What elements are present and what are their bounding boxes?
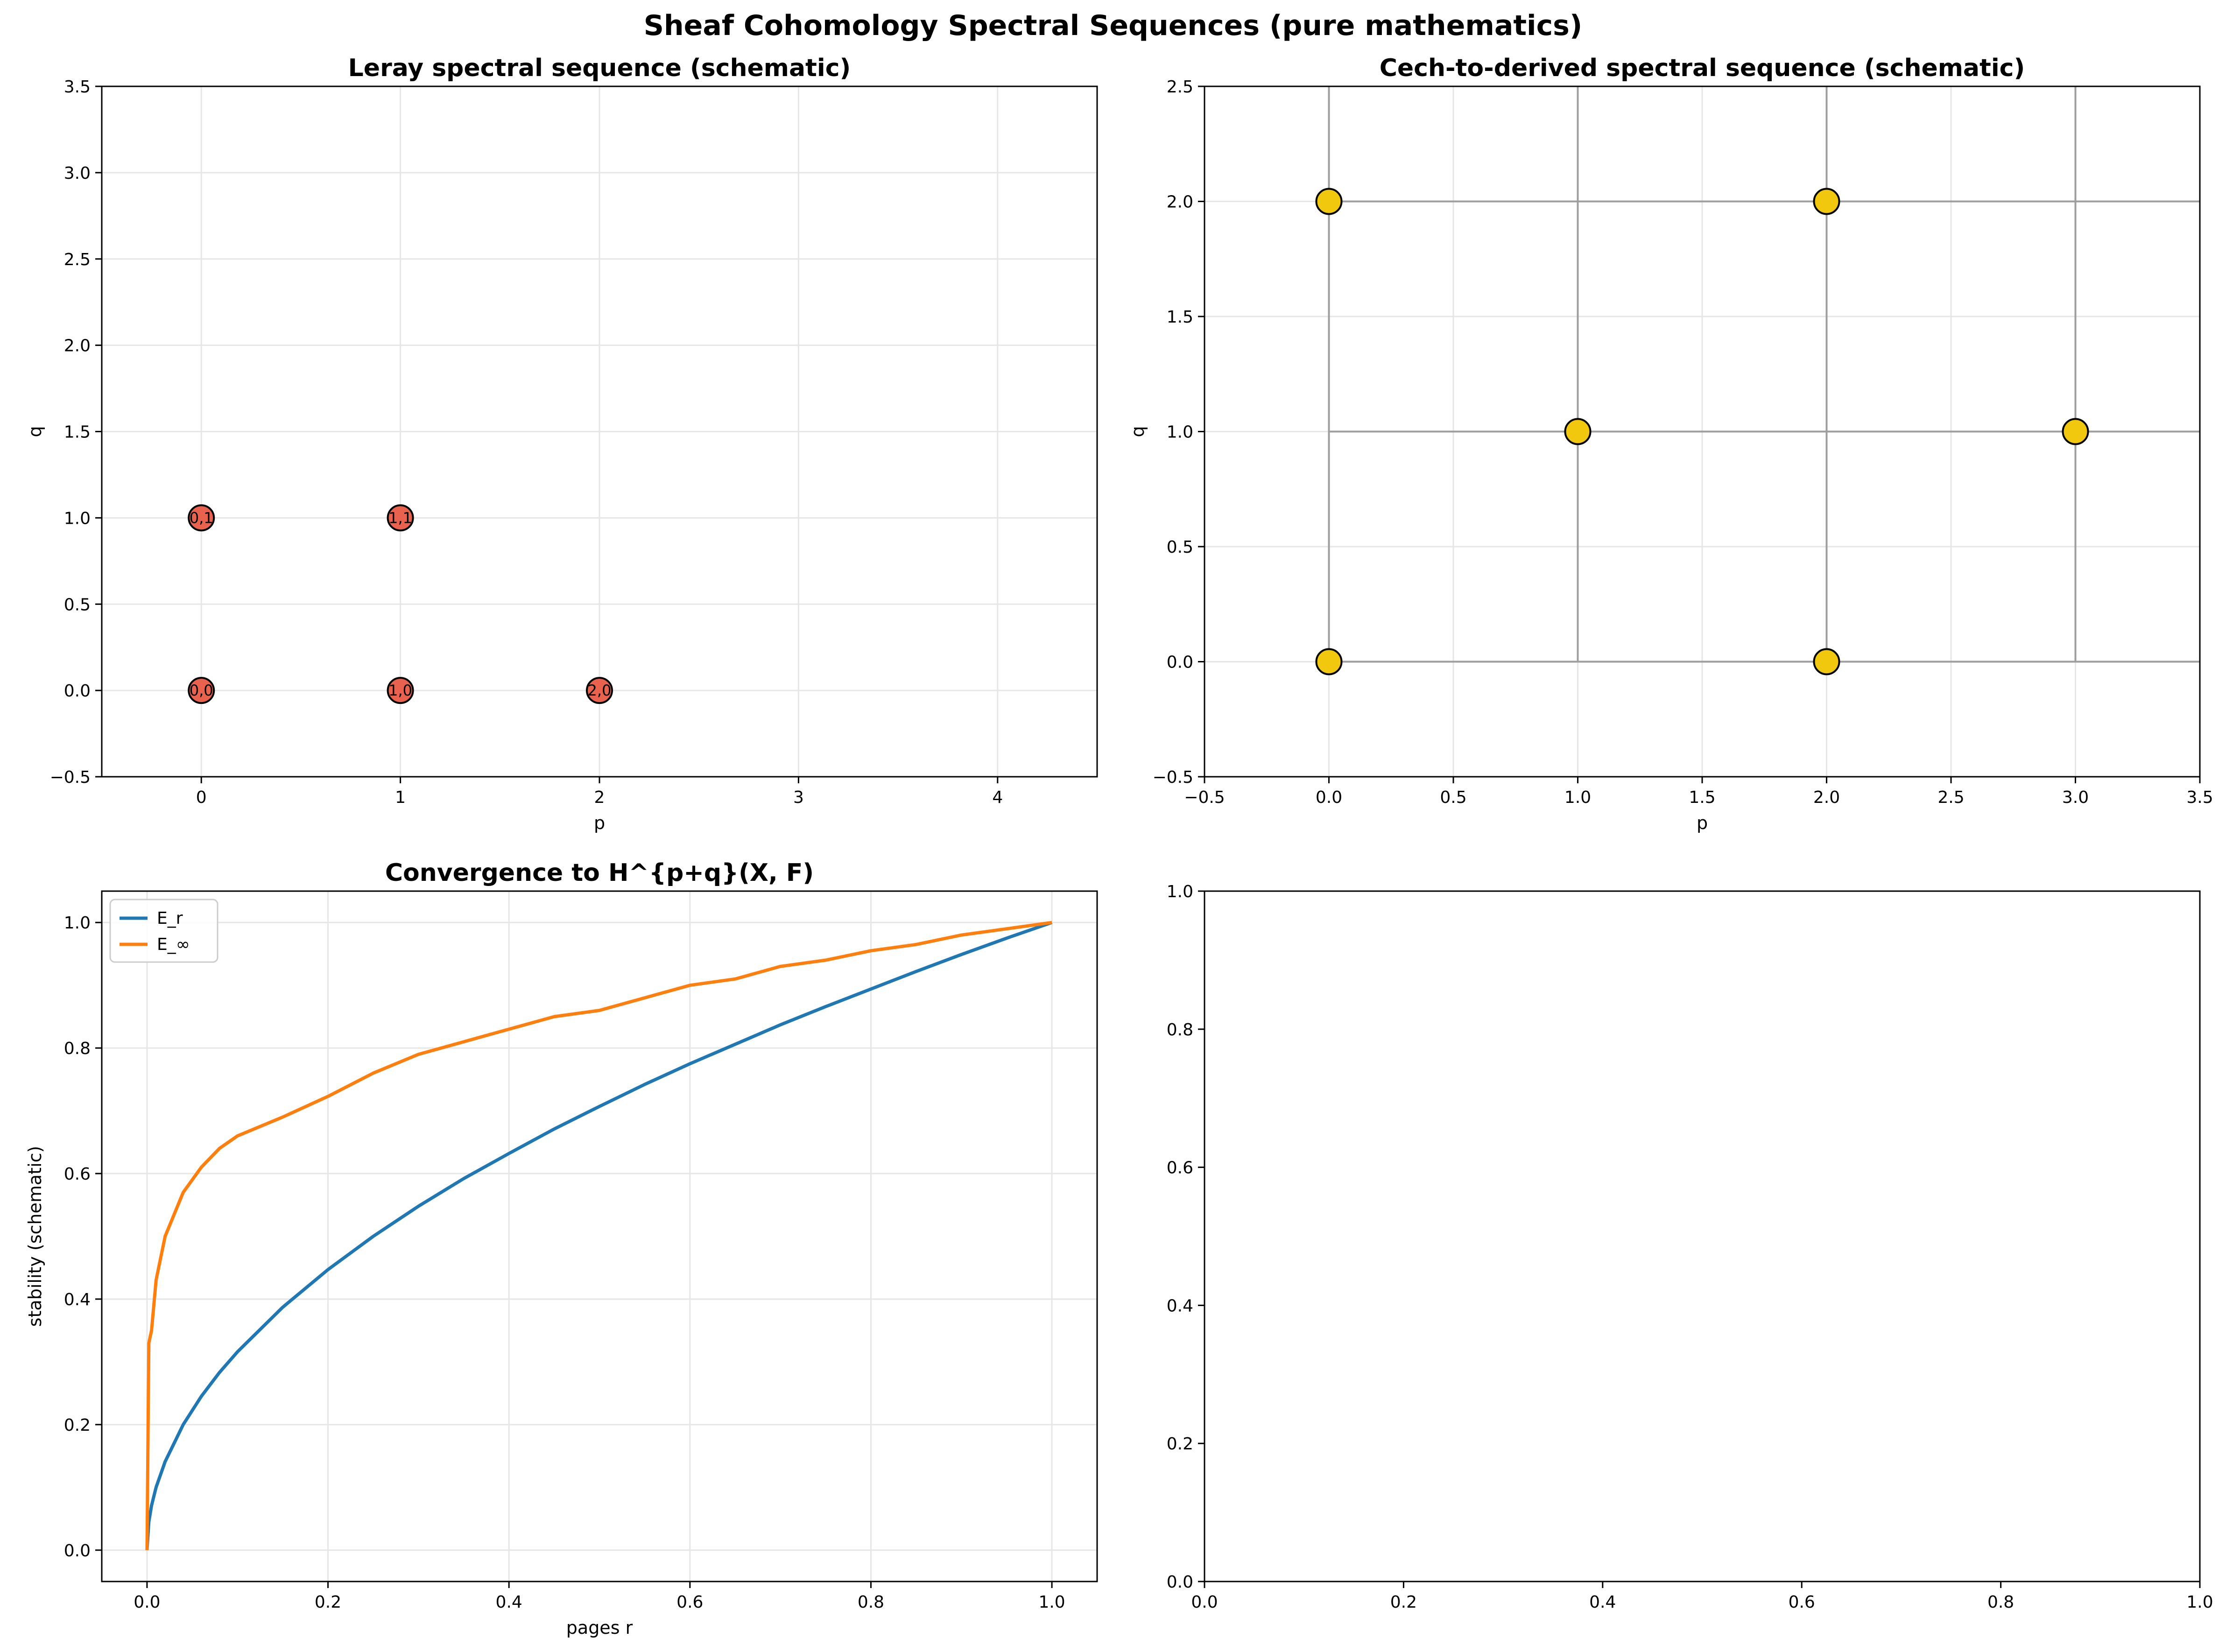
panel-title: Leray spectral sequence (schematic) <box>348 54 851 82</box>
x-tick-label: 2.0 <box>1813 788 1840 807</box>
data-point <box>188 504 215 532</box>
y-tick-label: 1.0 <box>64 509 91 528</box>
data-point <box>1564 418 1592 445</box>
axes-frame <box>101 890 1098 1582</box>
data-point <box>586 677 613 704</box>
y-tick-label: 0.0 <box>64 682 91 701</box>
legend-box <box>109 899 218 963</box>
x-tick-label: 3.0 <box>2062 788 2089 807</box>
y-axis-label: q <box>25 426 45 437</box>
data-point <box>2062 418 2089 445</box>
legend: E_r E_∞ <box>109 899 218 963</box>
y-tick-label: 0.2 <box>64 1416 91 1435</box>
y-tick-label: 0.5 <box>64 595 91 614</box>
y-axis-label: stability (schematic) <box>25 1146 45 1327</box>
series-line-1 <box>145 921 1053 1551</box>
x-tick-label: 0.8 <box>1987 1593 2014 1612</box>
axes-frame <box>1204 890 2201 1582</box>
x-tick-label: 2 <box>594 788 605 807</box>
y-tick-label: 0.0 <box>1167 653 1193 672</box>
panel-4: 0.0 0.2 0.4 0.6 0.8 1.0 0.0 0.2 0.4 0.6 0.8 1.0 <box>1167 882 2213 1612</box>
y-tick-label: 2.5 <box>1167 77 1193 97</box>
y-tick-label: 0.0 <box>1167 1573 1193 1592</box>
panel-title: Convergence to H^{p+q}(X, F) <box>385 859 814 887</box>
plot-area <box>1315 86 2200 675</box>
data-point <box>1813 188 1840 215</box>
figure-suptitle: Sheaf Cohomology Spectral Sequences (pur… <box>644 9 1583 42</box>
y-tick-label: 0.8 <box>1167 1020 1193 1040</box>
x-tick-label: 4 <box>992 788 1003 807</box>
x-tick-label: 2.5 <box>1937 788 1964 807</box>
x-tick-label: 3 <box>793 788 804 807</box>
panel-title: Cech-to-derived spectral sequence (schem… <box>1380 54 2025 82</box>
point-label: 0,1 <box>190 509 213 527</box>
y-tick-label: 0.2 <box>1167 1434 1193 1454</box>
x-tick-label: −0.5 <box>1184 788 1225 807</box>
data-point <box>1813 648 1840 675</box>
x-tick-label: 0.6 <box>676 1593 703 1612</box>
data-point <box>188 677 215 704</box>
x-tick-label: 3.5 <box>2186 788 2213 807</box>
x-tick-label: 1 <box>395 788 406 807</box>
y-tick-label: 3.0 <box>64 164 91 183</box>
y-tick-label: 2.0 <box>64 337 91 356</box>
legend-entry: E_∞ <box>157 935 190 954</box>
x-tick-label: 1.5 <box>1689 788 1715 807</box>
y-tick-label: 0.4 <box>1167 1296 1193 1315</box>
panel-3: 0.0 0.2 0.4 0.6 0.8 1.0 0.0 0.2 0.4 0.6 0.8 1.0 Conv… <box>25 859 1098 1638</box>
x-tick-label: 0.0 <box>1191 1593 1218 1612</box>
y-tick-label: 0.6 <box>1167 1159 1193 1178</box>
point-label: 1,1 <box>388 509 412 527</box>
point-label: 1,0 <box>388 682 412 699</box>
data-point <box>1315 648 1343 675</box>
point-label: 2,0 <box>588 682 612 699</box>
y-tick-label: 0.0 <box>64 1541 91 1561</box>
x-axis-label: p <box>1697 813 1708 833</box>
y-tick-label: 1.5 <box>1167 308 1193 327</box>
y-tick-label: 1.0 <box>1167 882 1193 901</box>
x-tick-label: 0.5 <box>1440 788 1466 807</box>
data-point <box>1315 188 1343 215</box>
y-tick-label: 0.6 <box>64 1165 91 1184</box>
y-tick-label: 3.5 <box>64 77 91 97</box>
x-tick-label: 0.4 <box>1589 1593 1616 1612</box>
y-tick-label: −0.5 <box>1153 768 1193 787</box>
y-tick-label: 2.0 <box>1167 193 1193 212</box>
series-line-2 <box>145 921 1052 1550</box>
y-tick-label: 0.4 <box>64 1290 91 1309</box>
x-axis-label: p <box>594 813 605 833</box>
y-axis-label: q <box>1127 426 1148 437</box>
y-tick-label: 2.5 <box>64 250 91 269</box>
y-tick-label: 1.0 <box>1167 423 1193 442</box>
y-tick-label: 0.5 <box>1167 538 1193 557</box>
x-tick-label: 0 <box>196 788 207 807</box>
panel-2: −0.5 0.0 0.5 1.0 1.5 2.0 2.5 3.0 3.5 −0.5 0.0 0.5 1.… <box>1127 54 2213 833</box>
x-tick-label: 0.0 <box>134 1593 160 1612</box>
point-label: 0,0 <box>190 682 213 699</box>
y-tick-label: −0.5 <box>50 768 91 787</box>
x-tick-label: 1.0 <box>1564 788 1591 807</box>
x-tick-label: 0.8 <box>858 1593 884 1612</box>
x-tick-label: 1.0 <box>1038 1593 1065 1612</box>
y-tick-label: 1.0 <box>64 914 91 933</box>
x-tick-label: 0.2 <box>315 1593 341 1612</box>
plot-area <box>145 921 1053 1551</box>
y-tick-label: 0.8 <box>64 1039 91 1058</box>
x-tick-label: 0.2 <box>1390 1593 1417 1612</box>
panel-1: 0,0 1,0 2,0 0,1 1,1 0 1 2 3 4 −0.5 0.0 0.5 1.0 1.5 2.0 2… <box>25 54 1098 833</box>
plot-area: 0,0 1,0 2,0 0,1 1,1 <box>188 504 613 704</box>
x-tick-label: 0.6 <box>1789 1593 1815 1612</box>
data-point <box>387 677 414 704</box>
data-point <box>387 504 414 532</box>
x-axis-label: pages r <box>566 1617 633 1638</box>
y-tick-label: 1.5 <box>64 423 91 442</box>
x-tick-label: 0.0 <box>1316 788 1342 807</box>
legend-entry: E_r <box>157 909 183 928</box>
x-tick-label: 0.4 <box>496 1593 522 1612</box>
x-tick-label: 1.0 <box>2186 1593 2213 1612</box>
